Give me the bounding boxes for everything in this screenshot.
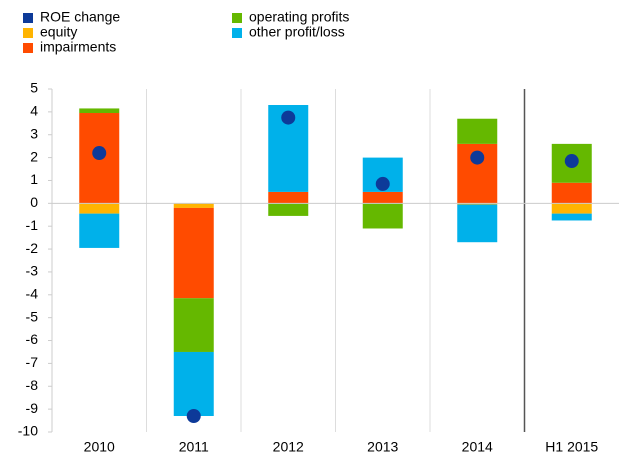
y-tick-label: -9: [26, 400, 39, 416]
bar-segment: [551, 182, 592, 204]
legend-swatch: [23, 43, 33, 53]
roe-dot: [92, 146, 107, 161]
bar-segment: [173, 207, 214, 299]
bar-segment: [551, 203, 592, 214]
x-tick-label: H1 2015: [545, 439, 598, 455]
y-tick-label: -5: [26, 308, 39, 324]
bar-segment: [79, 213, 120, 248]
roe-dot: [564, 154, 579, 169]
legend-swatch: [232, 13, 242, 23]
y-tick-label: 3: [30, 125, 38, 141]
bar-segment: [268, 191, 309, 204]
bar-segment: [362, 191, 403, 204]
bar-segment: [551, 213, 592, 221]
x-tick-label: 2011: [179, 439, 209, 455]
legend-label: impairments: [40, 39, 116, 55]
legend-label: ROE change: [40, 9, 120, 25]
x-tick-label: 2010: [84, 439, 115, 455]
y-tick-label: 1: [30, 171, 38, 187]
y-tick-label: 5: [30, 80, 38, 96]
y-tick-label: 4: [30, 103, 38, 119]
bar-segment: [79, 203, 120, 214]
y-tick-label: -7: [26, 354, 39, 370]
bar-segment: [173, 203, 214, 208]
y-tick-label: -8: [26, 377, 39, 393]
roe-dot: [375, 176, 390, 191]
legend-label: equity: [40, 24, 77, 40]
bar-segment: [173, 351, 214, 416]
legend-label: operating profits: [249, 9, 349, 25]
roe-dot: [281, 110, 296, 125]
bar-segment: [457, 203, 498, 205]
x-tick-label: 2014: [462, 439, 493, 455]
roe-dot: [470, 150, 485, 165]
bar-segment: [173, 298, 214, 352]
x-tick-label: 2013: [367, 439, 398, 455]
y-tick-label: -6: [26, 331, 39, 347]
legend-label: other profit/loss: [249, 24, 345, 40]
bar-segment: [79, 108, 120, 114]
legend-swatch: [23, 13, 33, 23]
legend-swatch: [23, 28, 33, 38]
y-tick-label: -3: [26, 263, 39, 279]
y-tick-label: -1: [26, 217, 39, 233]
y-tick-label: -4: [26, 286, 39, 302]
y-tick-label: 2: [30, 148, 38, 164]
x-tick-label: 2012: [273, 439, 304, 455]
bar-segment: [362, 203, 403, 229]
y-tick-label: -2: [26, 240, 39, 256]
y-tick-label: 0: [30, 194, 38, 210]
bar-segment: [457, 204, 498, 243]
y-tick-label: -10: [18, 423, 38, 439]
bar-segment: [457, 118, 498, 144]
roe-dot: [186, 408, 201, 423]
bar-segment: [268, 203, 309, 216]
legend-swatch: [232, 28, 242, 38]
